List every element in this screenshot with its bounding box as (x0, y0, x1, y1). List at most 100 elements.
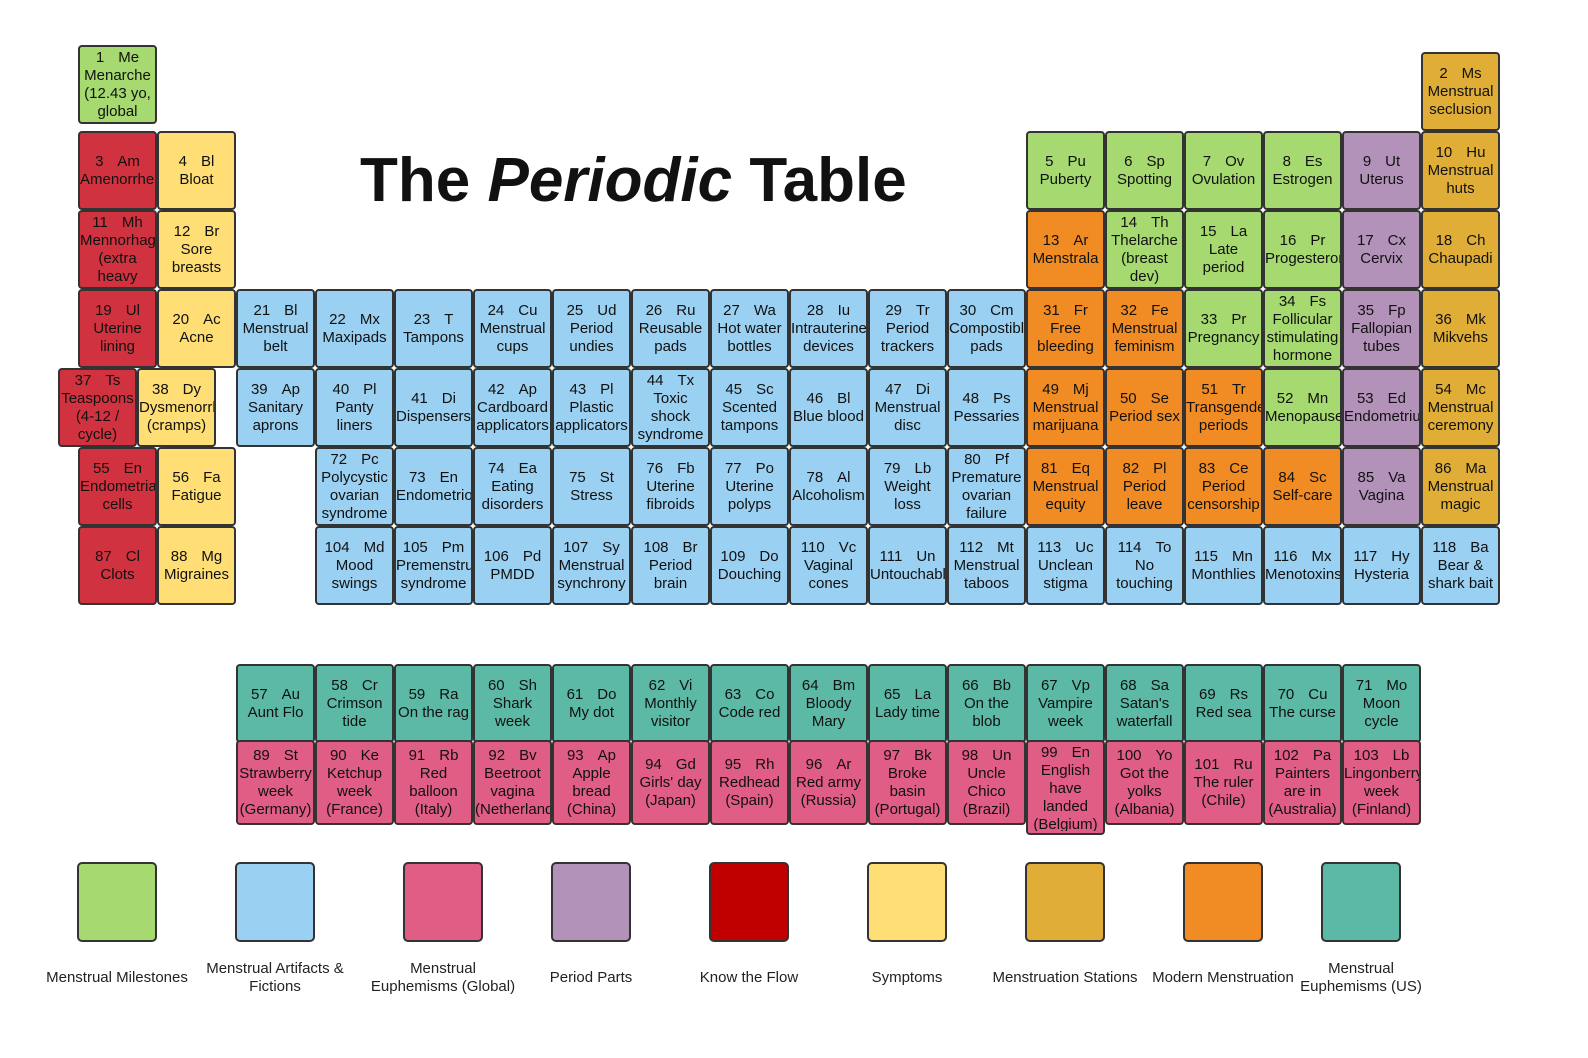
element-header: 39 Ap (251, 381, 300, 399)
element-tile: 80 Pf Premature ovarian failure (947, 447, 1026, 526)
element-symbol: Sy (602, 538, 620, 556)
element-header: 109 Do (720, 548, 778, 566)
element-name: Toxic shock syndrome (637, 390, 704, 443)
element-symbol: Ap (281, 380, 301, 398)
element-tile: 12 Br Sore breasts (157, 210, 236, 289)
element-name: Fallopian tubes (1351, 319, 1412, 355)
element-tile: 48 Ps Pessaries (947, 368, 1026, 447)
element-number: 19 (95, 301, 112, 319)
element-header: 57 Au (251, 686, 300, 704)
element-tile: 66 Bb On the blob (947, 664, 1026, 743)
element-tile: 19 Ul Uterine lining (78, 289, 157, 368)
element-symbol: Pr (1310, 231, 1326, 249)
element-name: Eating disorders (481, 477, 544, 513)
element-tile: 78 Al Alcoholism (789, 447, 868, 526)
element-header: 66 Bb (962, 677, 1011, 695)
element-header: 85 Va (1358, 469, 1406, 487)
element-tile: 109 Do Douching (710, 526, 789, 605)
element-symbol: Al (837, 468, 851, 486)
element-header: 48 Ps (962, 390, 1010, 408)
element-tile: 41 Di Dispensers (394, 368, 473, 447)
element-number: 78 (806, 468, 824, 486)
legend-label: Menstrual Artifacts & Fictions (206, 960, 344, 995)
element-header: 83 Ce (1199, 460, 1249, 478)
element-name: Progesterone (1265, 249, 1340, 267)
element-symbol: Vi (679, 676, 693, 694)
element-symbol: Sc (756, 380, 774, 398)
element-symbol: En (123, 459, 143, 477)
element-number: 7 (1202, 152, 1212, 170)
title-end: Table (749, 146, 907, 215)
element-symbol: Bl (284, 301, 298, 319)
element-number: 64 (801, 676, 819, 694)
element-symbol: Ra (439, 685, 459, 703)
element-number: 45 (725, 380, 743, 398)
element-symbol: Pf (994, 451, 1009, 468)
element-name: Painters are in (Australia) (1268, 764, 1337, 818)
element-name: Red army (Russia) (795, 773, 862, 809)
element-symbol: Mn (1307, 389, 1329, 407)
element-name: Menotoxins (1265, 565, 1340, 583)
element-name: Menopause (1265, 407, 1340, 425)
element-header: 79 Lb (884, 460, 931, 478)
element-tile: 99 En English have landed (Belgium) (1026, 740, 1105, 835)
element-name: On the rag (398, 703, 469, 721)
element-header: 31 Fr (1043, 302, 1088, 320)
element-symbol: Tx (677, 372, 695, 389)
element-header: 61 Do (567, 686, 617, 704)
element-header: 29 Tr (885, 302, 929, 320)
element-symbol: Fb (677, 459, 695, 477)
element-tile: 53 EdEndometrium (1342, 368, 1421, 447)
element-name: Girls' day (Japan) (639, 773, 702, 809)
element-tile: 114 To No touching (1105, 526, 1184, 605)
element-header: 28 Iu (807, 302, 850, 320)
element-header: 98 Un (962, 747, 1012, 765)
element-tile: 98 Un Uncle Chico (Brazil) (947, 740, 1026, 825)
element-header: 59 Ra (409, 686, 459, 704)
element-tile: 101 Ru The ruler (Chile) (1184, 740, 1263, 825)
element-number: 72 (330, 451, 348, 468)
element-number: 13 (1042, 231, 1060, 249)
element-symbol: Bv (519, 746, 537, 764)
element-symbol: Pm (441, 538, 465, 556)
element-header: 49 Mj (1042, 381, 1089, 399)
legend-label: Period Parts (549, 969, 633, 986)
element-number: 28 (806, 301, 824, 319)
element-name: Dispensers (396, 407, 471, 425)
element-tile: 100 Yo Got the yolks (Albania) (1105, 740, 1184, 825)
element-header: 36 Mk (1435, 311, 1486, 329)
element-tile: 72 Pc Polycystic ovarian syndrome (315, 447, 394, 526)
element-name: Follicular stimulating hormone (1266, 311, 1339, 364)
element-tile: 69 Rs Red sea (1184, 664, 1263, 743)
element-tile: 11 MhMennorhagia (extra heavy flow) (78, 210, 157, 289)
element-tile: 36 Mk Mikvehs (1421, 289, 1500, 368)
element-tile: 9 Ut Uterus (1342, 131, 1421, 210)
element-header: 53 Ed (1357, 390, 1406, 408)
element-tile: 23 T Tampons (394, 289, 473, 368)
element-name: Puberty (1039, 170, 1092, 188)
element-symbol: Rb (439, 746, 459, 764)
element-number: 29 (885, 301, 903, 319)
element-symbol: Ed (1387, 389, 1407, 407)
element-name: Lingonberry week (Finland) (1344, 764, 1419, 818)
element-header: 106 Pd (484, 548, 541, 566)
element-tile: 55 En Endometrial cells (78, 447, 157, 526)
element-header: 81 Eq (1041, 460, 1090, 478)
element-symbol: Pc (361, 451, 379, 468)
element-number: 116 (1273, 547, 1298, 565)
element-number: 105 (402, 538, 428, 556)
element-header: 65 La (884, 686, 931, 704)
element-number: 94 (645, 755, 662, 773)
element-header: 78 Al (806, 469, 850, 487)
element-name: Menarche (12.43 yo, global average) (84, 67, 151, 120)
element-symbol: Uc (1075, 538, 1094, 556)
element-header: 17 Cx (1357, 232, 1406, 250)
element-number: 102 (1273, 746, 1299, 764)
element-header: 20 Ac (172, 311, 220, 329)
element-tile: 46 Bl Blue blood (789, 368, 868, 447)
element-number: 74 (487, 459, 505, 477)
element-tile: 73 EnEndometriosis (394, 447, 473, 526)
element-number: 53 (1356, 389, 1374, 407)
element-symbol: Sh (518, 676, 538, 694)
